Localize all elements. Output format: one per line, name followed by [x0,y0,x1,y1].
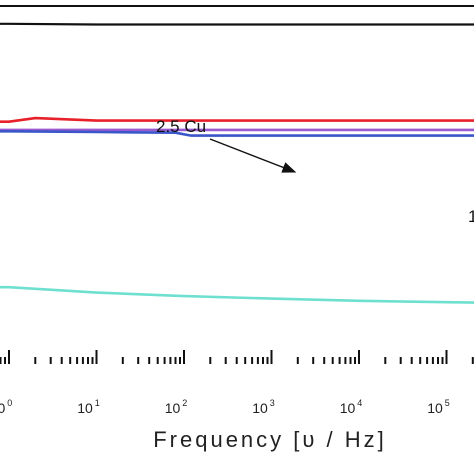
x-axis-title: Frequency [υ / Hz] [153,427,387,452]
series-layer [0,22,474,304]
x-tick-base: 10 [340,400,356,416]
annotation-label: 2.5 Cu [156,117,206,136]
x-tick-label: 10 4 [340,398,363,416]
series-line-4 [0,285,474,304]
x-tick-label: 10 2 [165,398,188,416]
annotation-arrow [209,138,297,173]
x-tick-base: 10 [427,400,443,416]
x-tick-exponent: 5 [445,398,450,408]
x-tick-base: 10 [0,400,5,416]
x-tick-exponent: 2 [182,398,187,408]
x-tick-label: 10 3 [252,398,275,416]
x-tick-exponent: 0 [7,398,12,408]
series-line-0 [0,22,474,26]
series-line-1 [0,116,474,123]
x-tick-label: 100 [0,398,12,416]
x-tick-exponent: 4 [357,398,362,408]
x-tick-base: 10 [77,400,93,416]
x-ticks: 100101102103104105 [0,350,474,416]
x-tick-base: 10 [165,400,181,416]
x-tick-exponent: 1 [95,398,100,408]
annotation-label-secondary: 1 [468,207,474,226]
annotations: 2.5 Cu 1 [156,117,474,226]
x-tick-label: 10 1 [77,398,100,416]
x-tick-label: 10 5 [427,398,450,416]
series-line-3 [0,130,474,137]
x-tick-base: 10 [252,400,268,416]
x-tick-exponent: 3 [270,398,275,408]
